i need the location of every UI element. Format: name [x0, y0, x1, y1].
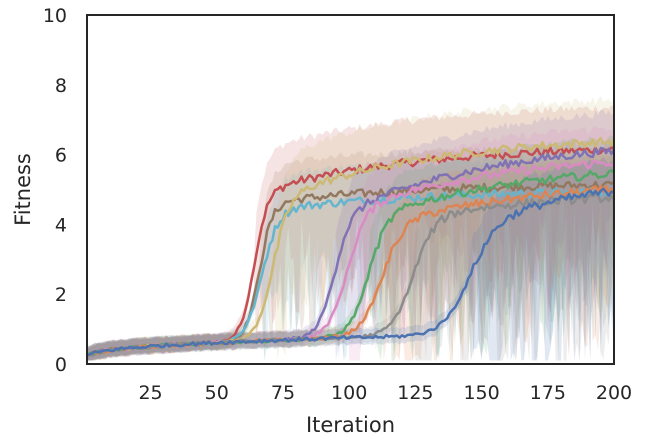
y-tick-label: 8 [55, 75, 67, 97]
x-tick-label: 200 [596, 382, 632, 404]
confidence-band [87, 126, 614, 361]
x-tick-label: 75 [271, 382, 295, 404]
y-tick-label: 0 [55, 354, 67, 376]
y-axis-ticks: 0 2 4 6 8 10 [43, 5, 67, 376]
confidence-band [87, 151, 614, 361]
y-tick-label: 2 [55, 284, 67, 306]
confidence-band [87, 95, 614, 361]
series-lines [86, 136, 616, 359]
confidence-band [87, 157, 614, 361]
series-line [86, 187, 615, 357]
x-tick-label: 25 [138, 382, 162, 404]
x-axis-ticks: 25 50 75 100 125 150 175 200 [138, 382, 632, 404]
plot-frame [86, 14, 615, 365]
y-tick-label: 4 [55, 214, 67, 236]
x-tick-label: 150 [463, 382, 499, 404]
x-tick-label: 175 [530, 382, 566, 404]
confidence-band [87, 159, 614, 361]
x-axis-label: Iteration [306, 413, 395, 436]
x-tick-label: 100 [331, 382, 367, 404]
y-axis-label: Fitness [11, 153, 35, 226]
y-tick-label: 10 [43, 5, 67, 27]
x-tick-label: 125 [397, 382, 433, 404]
x-tick-label: 50 [205, 382, 229, 404]
y-tick-label: 6 [55, 145, 67, 167]
